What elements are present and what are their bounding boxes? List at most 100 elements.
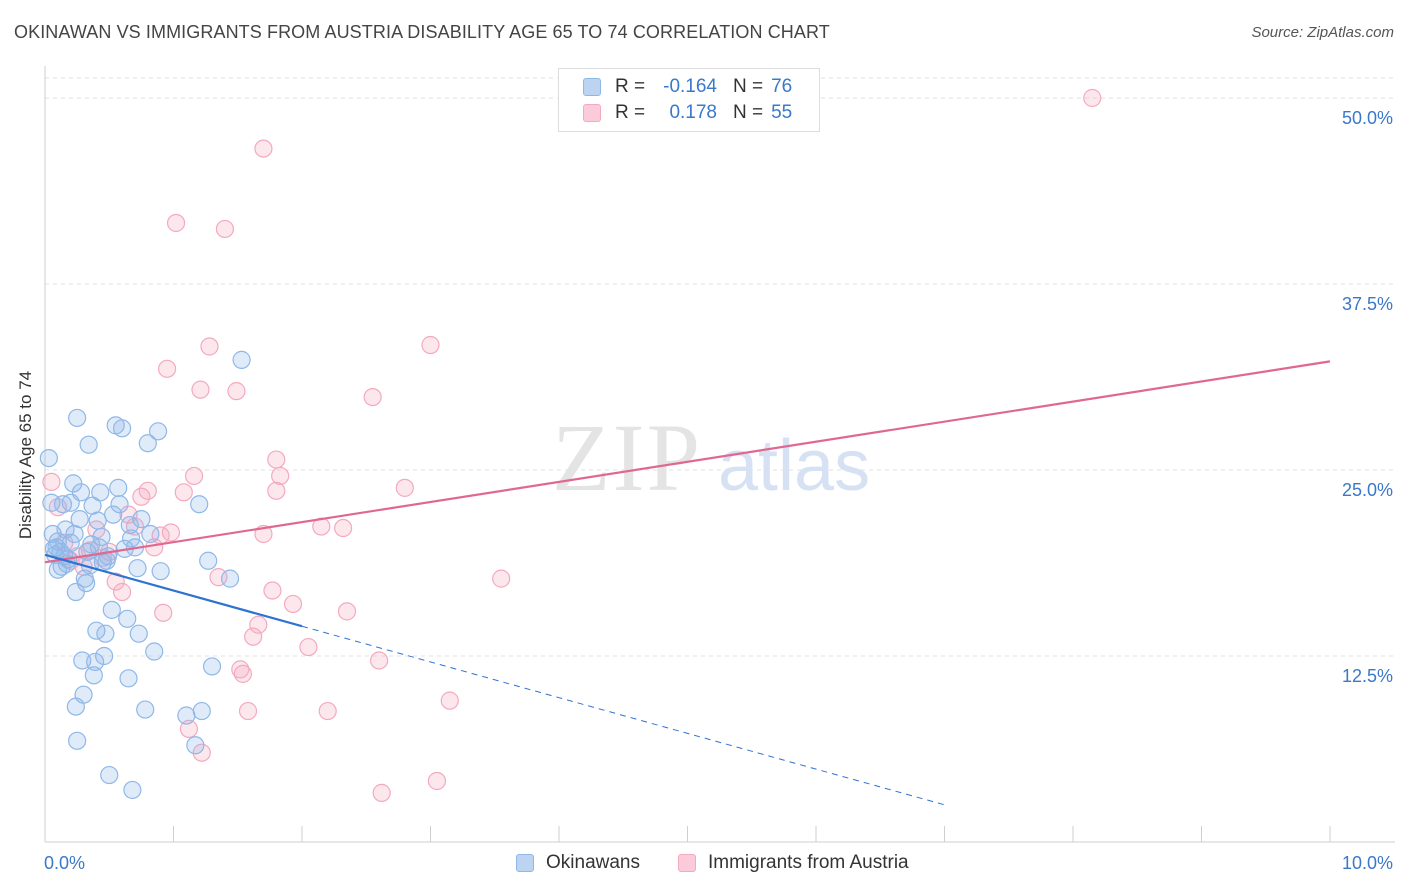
austria-point-23	[179, 719, 199, 739]
okinawans-point-20	[68, 408, 87, 428]
austria-point-28	[209, 568, 228, 587]
legend-item-okinawans: Okinawans	[516, 852, 640, 874]
okinawans-point-32	[84, 666, 103, 685]
okinawans-point-54	[120, 515, 139, 535]
source-label: Source: ZipAtlas.com	[1251, 24, 1394, 41]
series-legend: Okinawans Immigrants from Austria	[0, 852, 1406, 876]
austria-point-45	[318, 701, 337, 721]
okinawans-point-37	[91, 483, 110, 502]
chart-title: OKINAWAN VS IMMIGRANTS FROM AUSTRIA DISA…	[14, 22, 830, 42]
austria-point-50	[372, 783, 391, 802]
austria-point-56	[1083, 88, 1102, 108]
y-axis-label: Disability Age 65 to 74	[16, 370, 35, 540]
okinawans-point-67	[177, 706, 196, 725]
austria-point-53	[427, 771, 447, 791]
watermark: ZIP atlas	[552, 404, 870, 511]
okinawans-point-19	[66, 582, 85, 602]
okinawans-point-38	[92, 527, 111, 547]
okinawans-point-50	[112, 419, 132, 438]
legend-row-austria: R = 0.178 N = 55	[583, 101, 792, 125]
austria-point-43	[299, 637, 318, 657]
austria-point-54	[440, 691, 459, 710]
austria-point-35	[249, 615, 268, 634]
austria-point-34	[244, 627, 263, 646]
austria-point-18	[154, 603, 173, 622]
austria-point-46	[334, 518, 353, 538]
austria-point-27	[200, 337, 219, 356]
series-immigrants-from-austria	[42, 88, 1102, 802]
okinawans-point-59	[129, 624, 148, 643]
okinawans-point-0	[39, 448, 58, 468]
okinawans-point-40	[95, 646, 114, 666]
tick-labels: 12.5% 25.0% 37.5% 50.0% 0.0% 10.0%	[44, 108, 1393, 873]
y-tick-label-2: 37.5%	[1342, 294, 1393, 314]
y-tick-label-0: 12.5%	[1342, 666, 1393, 686]
austria-point-25	[191, 380, 210, 399]
okinawans-point-76	[68, 731, 87, 750]
austria-point-19	[157, 359, 177, 378]
axes	[44, 66, 1395, 843]
okinawans-point-69	[190, 495, 209, 514]
austria-point-29	[215, 219, 234, 239]
austria-point-33	[238, 701, 258, 721]
okinawans-point-64	[145, 642, 164, 661]
okinawans-point-28	[79, 435, 98, 454]
okinawans-point-41	[96, 624, 115, 643]
okinawans-n-value: 76	[771, 76, 793, 97]
okinawans-point-55	[121, 529, 141, 548]
austria-point-10	[106, 572, 125, 591]
y-tick-label-3: 50.0%	[1342, 108, 1393, 128]
austria-point-39	[267, 481, 286, 500]
okinawans-point-49	[110, 495, 129, 514]
austria-legend-swatch	[678, 854, 696, 872]
okinawans-point-12	[56, 520, 75, 539]
okinawans-point-53	[119, 669, 138, 688]
austria-point-11	[112, 582, 132, 602]
austria-point-41	[271, 466, 290, 486]
austria-r-value: 0.178	[669, 102, 717, 123]
okinawans-point-44	[100, 765, 119, 785]
okinawans-point-72	[202, 657, 222, 676]
okinawans-point-15	[61, 533, 80, 553]
okinawans-point-43	[98, 547, 118, 566]
okinawans-point-73	[220, 569, 240, 588]
x-tick-label-max: 10.0%	[1342, 853, 1393, 873]
austria-point-42	[283, 594, 303, 614]
okinawans-point-63	[141, 524, 160, 544]
okinawans-point-48	[109, 478, 128, 497]
austria-point-30	[227, 382, 246, 401]
okinawans-point-70	[192, 701, 211, 721]
okinawans-point-26	[77, 573, 96, 593]
x-tick-label-min: 0.0%	[44, 853, 85, 873]
okinawans-point-61	[136, 700, 155, 719]
okinawans-point-1	[42, 493, 61, 512]
austria-point-22	[174, 483, 193, 502]
correlation-legend: R = -0.164 N = 76 R = 0.178 N = 55	[558, 68, 820, 132]
watermark-atlas: atlas	[718, 426, 870, 506]
okinawans-point-35	[88, 511, 107, 530]
okinawans-legend-label: Okinawans	[546, 852, 640, 873]
okinawans-point-21	[70, 510, 89, 529]
okinawans-legend-swatch	[516, 854, 534, 872]
austria-trend-line	[44, 360, 1331, 564]
okinawans-point-60	[132, 510, 151, 529]
n-label: N =	[733, 102, 764, 123]
austria-point-55	[492, 569, 511, 588]
austria-point-40	[267, 450, 286, 469]
austria-point-36	[254, 139, 273, 158]
okinawans-trend-extension	[301, 625, 945, 806]
austria-point-21	[166, 213, 186, 233]
austria-point-15	[138, 481, 157, 500]
austria-swatch	[583, 104, 601, 122]
austria-n-value: 55	[771, 102, 793, 123]
okinawans-point-58	[128, 559, 147, 578]
austria-point-38	[263, 581, 282, 600]
austria-point-48	[363, 387, 382, 407]
r-label: R =	[615, 102, 646, 123]
austria-legend-label: Immigrants from Austria	[708, 852, 909, 873]
watermark-zip: ZIP	[552, 404, 702, 511]
okinawans-point-62	[138, 434, 157, 453]
okinawans-point-56	[123, 780, 142, 800]
austria-point-26	[192, 743, 211, 762]
